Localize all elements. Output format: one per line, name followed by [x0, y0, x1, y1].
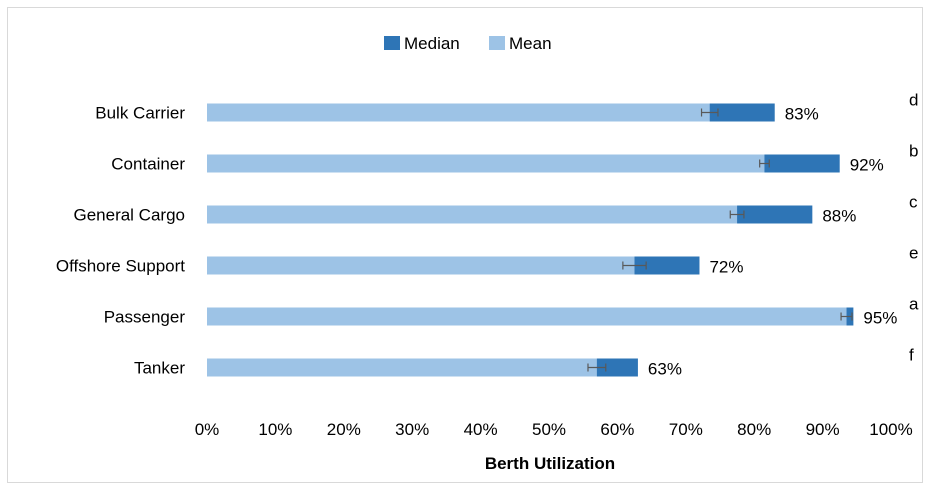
category-label-passenger: Passenger	[104, 308, 186, 327]
x-tick-label: 10%	[258, 420, 292, 439]
group-letter-passenger: a	[909, 295, 919, 314]
value-label-container: 92%	[850, 156, 884, 175]
category-label-container: Container	[111, 155, 185, 174]
x-axis-title: Berth Utilization	[485, 454, 615, 473]
bar-mean-tanker	[207, 358, 597, 377]
bars	[207, 103, 854, 377]
x-tick-label: 40%	[464, 420, 498, 439]
group-letter-bulk-carrier: d	[909, 91, 918, 110]
value-label-offshore-support: 72%	[709, 258, 743, 277]
category-label-general-cargo: General Cargo	[73, 206, 185, 225]
error-bar-container	[759, 159, 770, 168]
x-tick-label: 70%	[669, 420, 703, 439]
group-letter-tanker: f	[909, 346, 914, 365]
bar-mean-container	[207, 154, 765, 173]
x-tick-label: 100%	[869, 420, 912, 439]
bar-mean-passenger	[207, 307, 847, 326]
x-tick-label: 50%	[532, 420, 566, 439]
bar-mean-bulk-carrier	[207, 103, 710, 122]
value-labels: 83% 92% 88% 72% 95% 63%	[648, 105, 897, 379]
category-label-bulk-carrier: Bulk Carrier	[95, 104, 185, 123]
legend-label-median: Median	[404, 34, 460, 53]
x-tick-label: 60%	[600, 420, 634, 439]
value-label-bulk-carrier: 83%	[785, 105, 819, 124]
value-label-tanker: 63%	[648, 360, 682, 379]
x-tick-label: 0%	[195, 420, 220, 439]
category-label-offshore-support: Offshore Support	[56, 257, 185, 276]
error-bar-general-cargo	[729, 210, 745, 219]
group-letters: d b c e a f	[909, 91, 919, 365]
error-bar-tanker	[587, 363, 607, 372]
bar-mean-offshore-support	[207, 256, 635, 275]
chart-area-border	[7, 7, 923, 483]
legend-label-mean: Mean	[509, 34, 552, 53]
legend: Median Mean	[384, 34, 552, 53]
error-bar-offshore-support	[622, 261, 647, 270]
x-tick-label: 80%	[737, 420, 771, 439]
value-label-passenger: 95%	[863, 309, 897, 328]
group-letter-container: b	[909, 142, 918, 161]
group-letter-general-cargo: c	[909, 193, 918, 212]
x-axis-ticks: 0% 10% 20% 30% 40% 50% 60% 70% 80% 90% 100%	[195, 420, 913, 439]
x-tick-label: 30%	[395, 420, 429, 439]
error-bar-bulk-carrier	[700, 108, 719, 117]
value-label-general-cargo: 88%	[822, 207, 856, 226]
category-labels: Bulk Carrier Container General Cargo Offsho…	[56, 104, 185, 378]
category-label-tanker: Tanker	[134, 359, 185, 378]
group-letter-offshore-support: e	[909, 244, 918, 263]
legend-swatch-median	[384, 36, 400, 50]
error-bars	[587, 108, 853, 372]
x-tick-label: 90%	[806, 420, 840, 439]
error-bar-passenger	[840, 312, 853, 321]
bar-mean-general-cargo	[207, 205, 738, 224]
x-tick-label: 20%	[327, 420, 361, 439]
legend-swatch-mean	[489, 36, 505, 50]
